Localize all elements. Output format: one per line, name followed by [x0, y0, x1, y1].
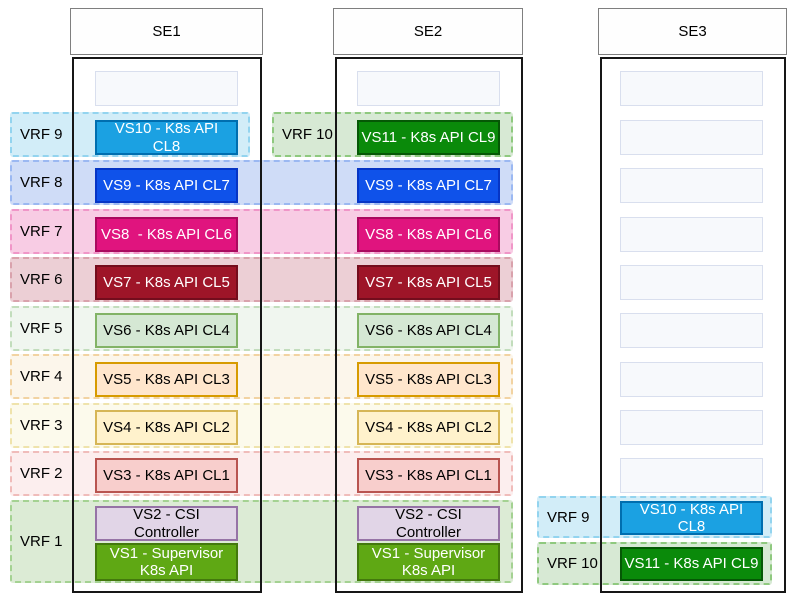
se1-vs5-box: VS5 - K8s API CL3	[95, 362, 238, 397]
vs-box-label: VS6 - K8s API CL4	[103, 321, 230, 339]
se1-title: SE1	[152, 23, 181, 40]
se3-empty-slot	[620, 410, 763, 445]
se3-header-box: SE3	[598, 8, 787, 55]
vs-box-label: VS2 - CSI Controller	[133, 506, 205, 541]
se3-vs11-box: VS11 - K8s API CL9	[620, 547, 763, 581]
vs-box-label: VS3 - K8s API CL1	[103, 466, 230, 484]
vs-box-label: VS4 - K8s API CL2	[103, 418, 230, 436]
vs-box-label: VS5 - K8s API CL3	[365, 370, 492, 388]
se2-vs1-box: VS1 - Supervisor K8s API	[357, 543, 500, 581]
vs-box-label: VS7 - K8s API CL5	[103, 273, 230, 291]
se3-empty-slot	[620, 120, 763, 155]
se1-vs7-box: VS7 - K8s API CL5	[95, 265, 238, 300]
vrf-band-label: VRF 8	[20, 174, 63, 191]
se3-empty-slot	[620, 217, 763, 252]
vs-box-label: VS5 - K8s API CL3	[103, 370, 230, 388]
se3-empty-slot	[620, 265, 763, 300]
se1-vs6-box: VS6 - K8s API CL4	[95, 313, 238, 348]
se2-vs4-box: VS4 - K8s API CL2	[357, 410, 500, 445]
vs-box-label: VS3 - K8s API CL1	[365, 466, 492, 484]
vs-box-label: VS9 - K8s API CL7	[365, 176, 492, 194]
vs-box-label: VS2 - CSI Controller	[395, 506, 467, 541]
se3-empty-slot	[620, 362, 763, 397]
se2-vs6-box: VS6 - K8s API CL4	[357, 313, 500, 348]
se1-vs1-box: VS1 - Supervisor K8s API	[95, 543, 238, 581]
vs-box-label: VS8 - K8s API CL6	[365, 225, 492, 243]
se3-empty-slot	[620, 313, 763, 348]
se1-header-box: SE1	[70, 8, 263, 55]
se2-vs9-box: VS9 - K8s API CL7	[357, 168, 500, 203]
se1-vs9-box: VS9 - K8s API CL7	[95, 168, 238, 203]
se3-vs10-box: VS10 - K8s API CL8	[620, 501, 763, 535]
vrf-band-label: VRF 6	[20, 271, 63, 288]
vrf-band-label: VRF 3	[20, 417, 63, 434]
se1-vs8-box: VS8 - K8s API CL6	[95, 217, 238, 252]
se2-vs2-box: VS2 - CSI Controller	[357, 506, 500, 541]
vs-box-label: VS10 - K8s API CL8	[114, 120, 223, 155]
se1-vs3-box: VS3 - K8s API CL1	[95, 458, 238, 493]
se1-vs2-box: VS2 - CSI Controller	[95, 506, 238, 541]
vrf-band-label: VRF 1	[20, 533, 63, 550]
se1-vs4-box: VS4 - K8s API CL2	[95, 410, 238, 445]
se2-vs7-box: VS7 - K8s API CL5	[357, 265, 500, 300]
se2-vs11-box: VS11 - K8s API CL9	[357, 120, 500, 155]
vs-box-label: VS9 - K8s API CL7	[103, 176, 230, 194]
vs-box-label: VS1 - Supervisor K8s API	[371, 544, 490, 579]
se1-vs10-box: VS10 - K8s API CL8	[95, 120, 238, 155]
vs-box-label: VS11 - K8s API CL9	[624, 555, 759, 573]
se2-vs3-box: VS3 - K8s API CL1	[357, 458, 500, 493]
vs-box-label: VS1 - Supervisor K8s API	[109, 544, 228, 579]
se2-title: SE2	[413, 23, 443, 40]
se1-empty-slot	[95, 71, 238, 106]
se2-vs8-box: VS8 - K8s API CL6	[357, 217, 500, 252]
vs-box-label: VS8 - K8s API CL6	[101, 225, 232, 243]
se3-empty-slot	[620, 168, 763, 203]
vs-box-label: VS4 - K8s API CL2	[365, 418, 492, 436]
vrf-band-label: VRF 10	[547, 555, 598, 572]
vs-box-label: VS11 - K8s API CL9	[361, 128, 496, 146]
se2-vs5-box: VS5 - K8s API CL3	[357, 362, 500, 397]
vs-box-label: VS10 - K8s API CL8	[639, 500, 748, 535]
se2-header-box: SE2	[333, 8, 523, 55]
vs-box-label: VS7 - K8s API CL5	[365, 273, 492, 291]
vs-box-label: VS6 - K8s API CL4	[365, 321, 492, 339]
vrf-band-label: VRF 4	[20, 368, 63, 385]
se3-empty-slot	[620, 71, 763, 106]
vrf-band-label: VRF 10	[282, 126, 333, 143]
vrf-band-label: VRF 2	[20, 465, 63, 482]
se2-empty-slot	[357, 71, 500, 106]
vrf-band-label: VRF 9	[20, 126, 63, 143]
se3-title: SE3	[678, 23, 707, 40]
vrf-band-label: VRF 9	[547, 508, 590, 526]
vrf-band-label: VRF 5	[20, 320, 63, 337]
se3-empty-slot	[620, 458, 763, 493]
vrf-band-label: VRF 7	[20, 223, 63, 240]
